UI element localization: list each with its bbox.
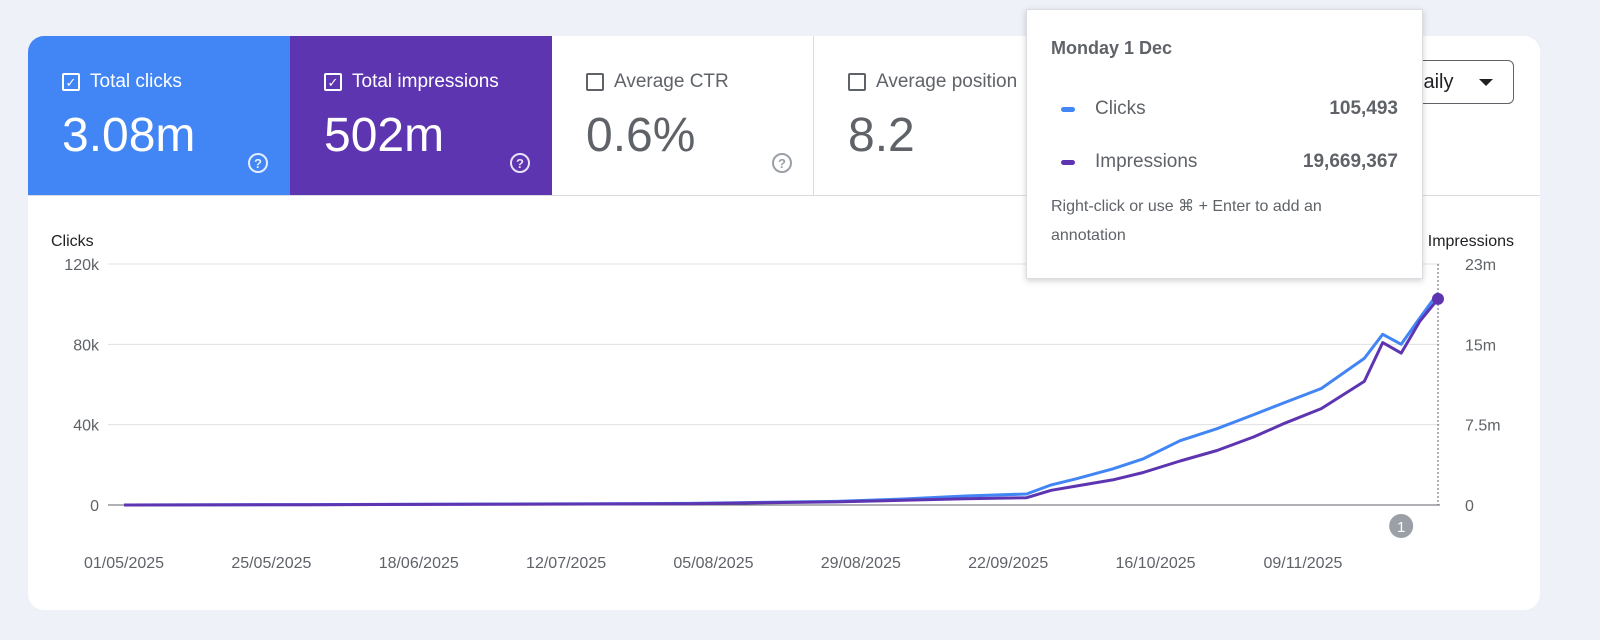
metric-label: Total impressions [352,71,499,92]
metric-label-row: ✓ Total impressions [324,71,499,93]
help-icon[interactable]: ? [772,153,792,173]
right-axis-tick-label: 7.5m [1465,418,1501,435]
x-axis-tick-label: 29/08/2025 [821,555,901,572]
metric-tabs: ✓ Total clicks 3.08m ? ✓ Total impressio… [28,36,1540,196]
series-line-impressions [123,297,1440,507]
chart-tooltip: Monday 1 Dec Clicks 105,493 Impressions … [1026,9,1423,279]
metric-value: 502m [324,109,445,162]
tooltip-annotation-hint: Right-click or use ⌘ + Enter to add an a… [1051,198,1322,244]
x-axis-tick-label: 01/05/2025 [84,555,164,572]
metric-label-row: ✓ Total clicks [62,71,182,93]
checkbox-total-clicks[interactable]: ✓ [62,73,80,91]
annotation-marker [1389,514,1414,538]
right-axis-title: Impressions [1428,233,1514,250]
checkbox-average-ctr[interactable] [586,73,604,91]
tooltip-row-impressions: Impressions 19,669,367 [1061,150,1398,174]
tooltip-title: Monday 1 Dec [1051,38,1173,58]
left-axis-tick-label: 120k [64,257,100,274]
tooltip-series-name: Impressions [1095,151,1198,172]
checkbox-total-impressions[interactable]: ✓ [324,73,342,91]
metric-label-row: Average CTR [586,71,729,93]
x-axis-tick-label: 18/06/2025 [379,555,459,572]
clicks-legend-dash [1061,106,1075,112]
help-icon[interactable]: ? [248,153,268,173]
impressions-legend-dash [1061,159,1075,165]
x-axis-tick-label: 05/08/2025 [673,555,753,572]
metric-total-clicks[interactable]: ✓ Total clicks 3.08m ? [28,36,290,195]
left-axis-tick-label: 0 [90,498,99,515]
annotation-marker-label: 1 [1397,519,1405,536]
checkbox-average-position[interactable] [848,73,866,91]
tooltip-series-value: 19,669,367 [1302,151,1398,172]
metric-value: 0.6% [586,109,696,162]
metric-value: 3.08m [62,109,196,162]
tooltip-series-name: Clicks [1095,98,1146,119]
metric-label: Average CTR [614,71,729,92]
x-axis-tick-label: 12/07/2025 [526,555,606,572]
x-axis-tick-label: 22/09/2025 [968,555,1048,572]
x-axis-tick-label: 25/05/2025 [231,555,311,572]
metric-label-row: Average position [848,71,1017,93]
right-axis-tick-label: 0 [1465,498,1474,515]
x-axis-tick-label: 09/11/2025 [1263,555,1342,572]
right-axis-tick-label: 15m [1465,337,1496,354]
hover-point-impressions [1432,292,1444,305]
help-icon[interactable]: ? [510,153,530,173]
metric-total-impressions[interactable]: ✓ Total impressions 502m ? [290,36,552,195]
metric-label: Total clicks [90,71,182,92]
left-axis-tick-label: 80k [73,337,100,354]
metric-label: Average position [876,71,1018,92]
series-line-clicks [123,292,1440,507]
left-axis-tick-label: 40k [73,418,100,435]
caret-down-icon [1479,79,1493,86]
x-axis-tick-label: 16/10/2025 [1116,555,1196,572]
tooltip-series-value: 105,493 [1329,98,1398,119]
left-axis-title: Clicks [51,233,94,250]
metric-average-ctr[interactable]: Average CTR 0.6% ? [552,36,814,195]
right-axis-tick-label: 23m [1465,257,1496,274]
tooltip-row-clicks: Clicks 105,493 [1061,97,1398,121]
metric-value: 8.2 [848,109,915,162]
